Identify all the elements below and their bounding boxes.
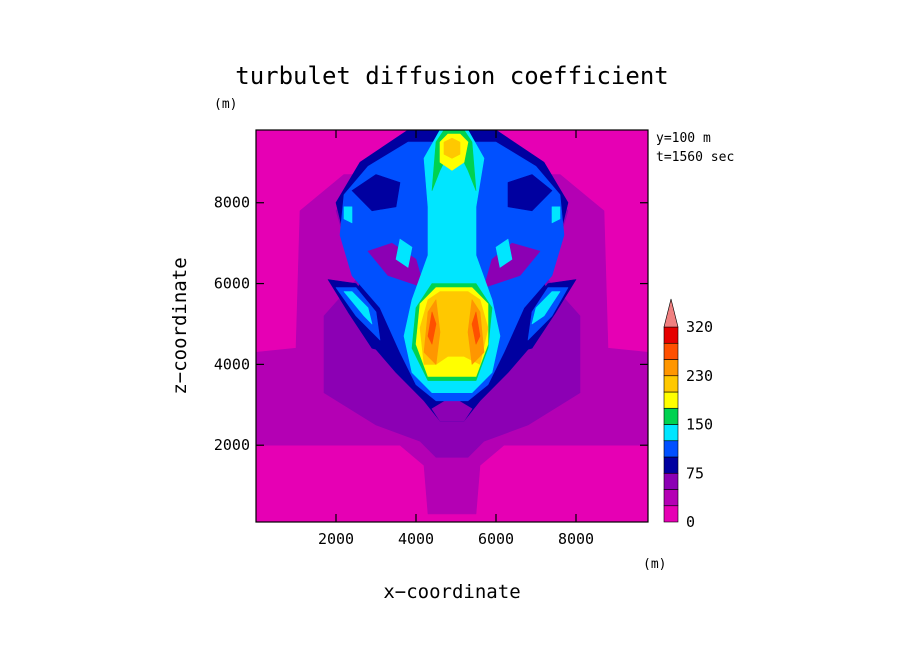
colorbar-tick-label: 320 (686, 318, 713, 336)
colorbar-tick-label: 0 (686, 513, 695, 531)
annotation-y: y=100 m (656, 131, 711, 146)
colorbar-box (663, 391, 679, 409)
contour-field (256, 130, 648, 522)
contour-region-9 (483, 242, 541, 288)
y-tick-label: 4000 (214, 355, 250, 373)
contour-region-18 (495, 238, 513, 268)
plot-frame (255, 129, 649, 523)
contour-region-4 (431, 396, 473, 422)
x-tick-label: 2000 (318, 530, 354, 548)
x-axis-label: x−coordinate (383, 581, 520, 603)
y-axis: 2000 4000 6000 8000 (214, 194, 648, 454)
colorbar-box (663, 472, 679, 490)
y-axis-label: z−coordinate (169, 257, 191, 394)
contour-region-7 (507, 174, 553, 212)
x-tick-label: 8000 (558, 530, 594, 548)
colorbar-tick-label: 75 (686, 464, 704, 482)
colorbar-extend-triangle (663, 298, 679, 328)
contour-region-19 (343, 206, 353, 224)
y-tick-label: 8000 (214, 194, 250, 212)
colorbar-tick-label: 150 (686, 416, 713, 434)
contour-region-6 (351, 174, 401, 212)
colorbar-tick-label: 230 (686, 367, 713, 385)
colorbar-box (663, 505, 679, 523)
contour-region-30 (471, 311, 481, 345)
colorbar-box (663, 440, 679, 458)
x-unit-label: (m) (643, 557, 666, 572)
colorbar-box (663, 359, 679, 377)
contour-region-25 (443, 137, 461, 159)
chart-title: turbulet diffusion coefficient (235, 62, 668, 90)
colorbar-box (663, 456, 679, 474)
colorbar-box (663, 489, 679, 507)
contour-region-15 (531, 291, 561, 325)
colorbar-box (663, 424, 679, 442)
x-tick-label: 6000 (478, 530, 514, 548)
contour-region-8 (367, 242, 425, 288)
colorbar-box (663, 326, 679, 344)
colorbar: 0 75 150 230 320 (663, 298, 713, 531)
annotation-t: t=1560 sec (656, 150, 734, 165)
y-unit-label: (m) (214, 97, 237, 112)
y-tick-label: 6000 (214, 275, 250, 293)
colorbar-box (663, 407, 679, 425)
colorbar-box (663, 375, 679, 393)
x-tick-label: 4000 (398, 530, 434, 548)
contour-region-13 (527, 287, 569, 341)
contour-region-17 (395, 238, 413, 268)
y-tick-label: 2000 (214, 436, 250, 454)
contour-region-20 (551, 206, 561, 224)
contour-region-29 (427, 311, 437, 345)
contour-region-12 (335, 287, 381, 341)
colorbar-box (663, 342, 679, 360)
x-axis: 2000 4000 6000 8000 (318, 130, 594, 548)
contour-region-14 (343, 291, 373, 325)
